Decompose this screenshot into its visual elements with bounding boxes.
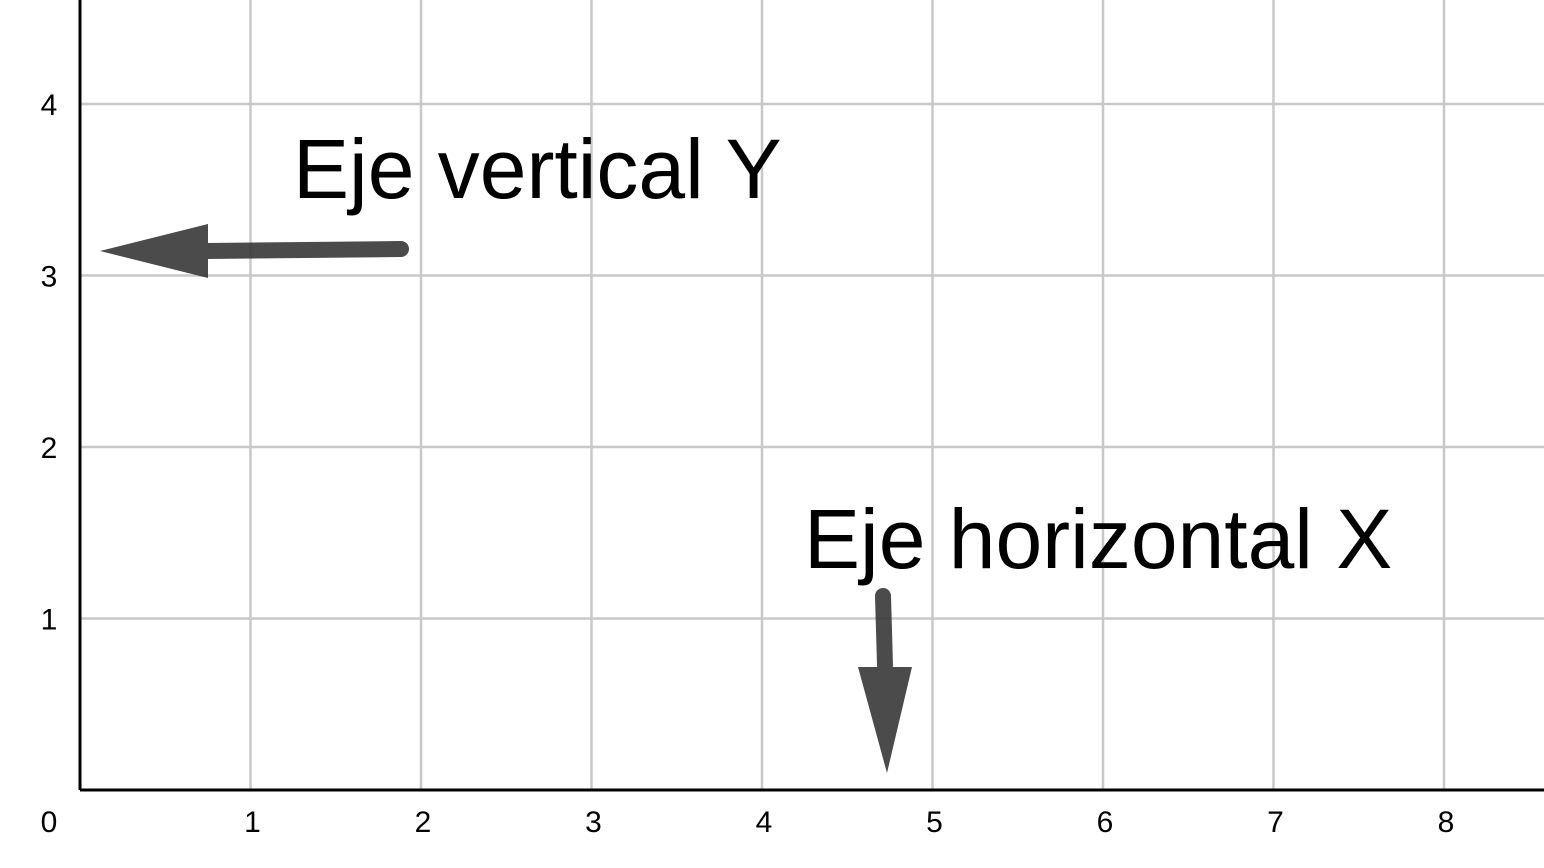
y-tick-labels: 1 2 3 4 xyxy=(41,89,58,637)
x-tick-label: 4 xyxy=(756,806,773,839)
x-tick-label: 8 xyxy=(1438,806,1455,839)
x-tick-labels: 0 1 2 3 4 5 6 7 8 xyxy=(41,806,1455,839)
annotation-x-axis-label: Eje horizontal X xyxy=(804,492,1392,586)
x-tick-label: 7 xyxy=(1267,806,1284,839)
x-tick-label: 0 xyxy=(41,806,58,839)
arrow-down-icon xyxy=(858,588,912,773)
arrow-left-icon xyxy=(100,224,409,278)
grid-lines xyxy=(80,0,1544,790)
x-tick-label: 3 xyxy=(585,806,602,839)
y-tick-label: 1 xyxy=(41,604,58,637)
x-tick-label: 2 xyxy=(415,806,432,839)
x-tick-label: 1 xyxy=(244,806,261,839)
annotation-y-axis-label: Eje vertical Y xyxy=(293,122,782,216)
x-tick-label: 5 xyxy=(926,806,943,839)
y-tick-label: 3 xyxy=(41,261,58,294)
y-tick-label: 2 xyxy=(41,432,58,465)
y-tick-label: 4 xyxy=(41,89,58,122)
x-tick-label: 6 xyxy=(1097,806,1114,839)
